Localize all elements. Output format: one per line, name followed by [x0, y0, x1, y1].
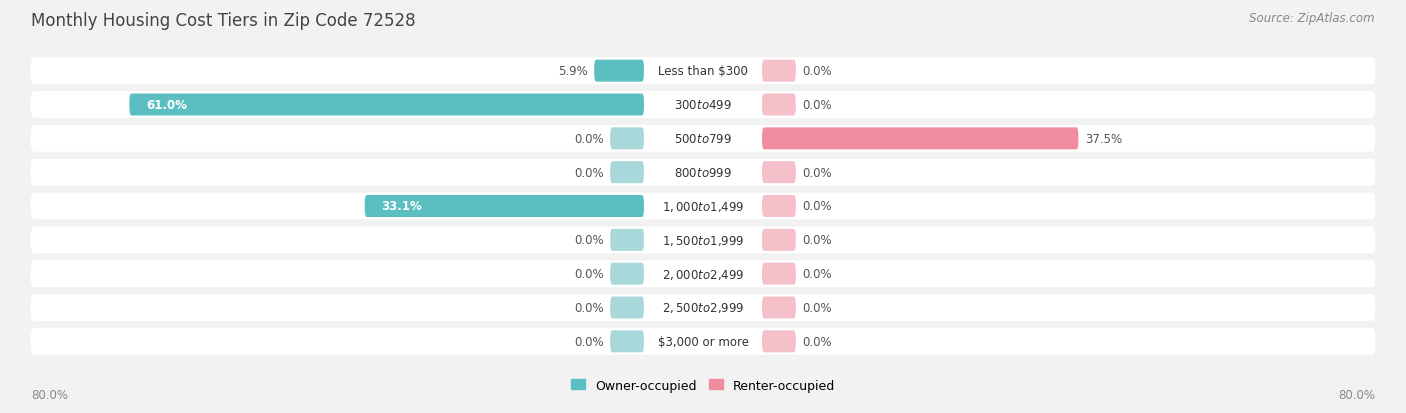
FancyBboxPatch shape: [610, 263, 644, 285]
FancyBboxPatch shape: [610, 162, 644, 184]
FancyBboxPatch shape: [610, 297, 644, 319]
FancyBboxPatch shape: [762, 94, 796, 116]
Text: 37.5%: 37.5%: [1085, 133, 1122, 145]
Text: 0.0%: 0.0%: [803, 335, 832, 348]
Text: 5.9%: 5.9%: [558, 65, 588, 78]
FancyBboxPatch shape: [762, 162, 796, 184]
Text: 0.0%: 0.0%: [803, 268, 832, 280]
Text: 0.0%: 0.0%: [803, 166, 832, 179]
FancyBboxPatch shape: [610, 128, 644, 150]
Text: $2,500 to $2,999: $2,500 to $2,999: [662, 301, 744, 315]
FancyBboxPatch shape: [762, 195, 796, 218]
FancyBboxPatch shape: [31, 58, 1375, 85]
Text: 61.0%: 61.0%: [146, 99, 187, 112]
Text: $2,000 to $2,499: $2,000 to $2,499: [662, 267, 744, 281]
FancyBboxPatch shape: [762, 330, 796, 352]
Legend: Owner-occupied, Renter-occupied: Owner-occupied, Renter-occupied: [571, 379, 835, 392]
FancyBboxPatch shape: [762, 263, 796, 285]
FancyBboxPatch shape: [31, 328, 1375, 355]
FancyBboxPatch shape: [364, 195, 644, 218]
FancyBboxPatch shape: [31, 227, 1375, 254]
Text: Source: ZipAtlas.com: Source: ZipAtlas.com: [1250, 12, 1375, 25]
Text: 0.0%: 0.0%: [803, 234, 832, 247]
Text: 0.0%: 0.0%: [574, 335, 603, 348]
Text: 0.0%: 0.0%: [803, 65, 832, 78]
Text: Monthly Housing Cost Tiers in Zip Code 72528: Monthly Housing Cost Tiers in Zip Code 7…: [31, 12, 416, 30]
FancyBboxPatch shape: [31, 294, 1375, 321]
Text: $800 to $999: $800 to $999: [673, 166, 733, 179]
Text: 0.0%: 0.0%: [574, 166, 603, 179]
FancyBboxPatch shape: [129, 94, 644, 116]
FancyBboxPatch shape: [595, 61, 644, 83]
Text: 0.0%: 0.0%: [803, 99, 832, 112]
Text: 80.0%: 80.0%: [31, 388, 67, 401]
Text: 0.0%: 0.0%: [574, 234, 603, 247]
Text: 0.0%: 0.0%: [803, 200, 832, 213]
Text: $1,000 to $1,499: $1,000 to $1,499: [662, 199, 744, 214]
Text: $300 to $499: $300 to $499: [673, 99, 733, 112]
Text: 0.0%: 0.0%: [574, 301, 603, 314]
Text: $3,000 or more: $3,000 or more: [658, 335, 748, 348]
Text: 0.0%: 0.0%: [574, 268, 603, 280]
FancyBboxPatch shape: [762, 61, 796, 83]
FancyBboxPatch shape: [31, 193, 1375, 220]
Text: $1,500 to $1,999: $1,500 to $1,999: [662, 233, 744, 247]
FancyBboxPatch shape: [31, 261, 1375, 287]
Text: Less than $300: Less than $300: [658, 65, 748, 78]
FancyBboxPatch shape: [762, 229, 796, 251]
Text: 33.1%: 33.1%: [381, 200, 422, 213]
FancyBboxPatch shape: [610, 229, 644, 251]
FancyBboxPatch shape: [610, 330, 644, 352]
Text: 0.0%: 0.0%: [574, 133, 603, 145]
FancyBboxPatch shape: [762, 128, 1078, 150]
FancyBboxPatch shape: [31, 159, 1375, 186]
FancyBboxPatch shape: [31, 126, 1375, 152]
Text: $500 to $799: $500 to $799: [673, 133, 733, 145]
FancyBboxPatch shape: [762, 297, 796, 319]
Text: 0.0%: 0.0%: [803, 301, 832, 314]
FancyBboxPatch shape: [31, 92, 1375, 119]
Text: 80.0%: 80.0%: [1339, 388, 1375, 401]
